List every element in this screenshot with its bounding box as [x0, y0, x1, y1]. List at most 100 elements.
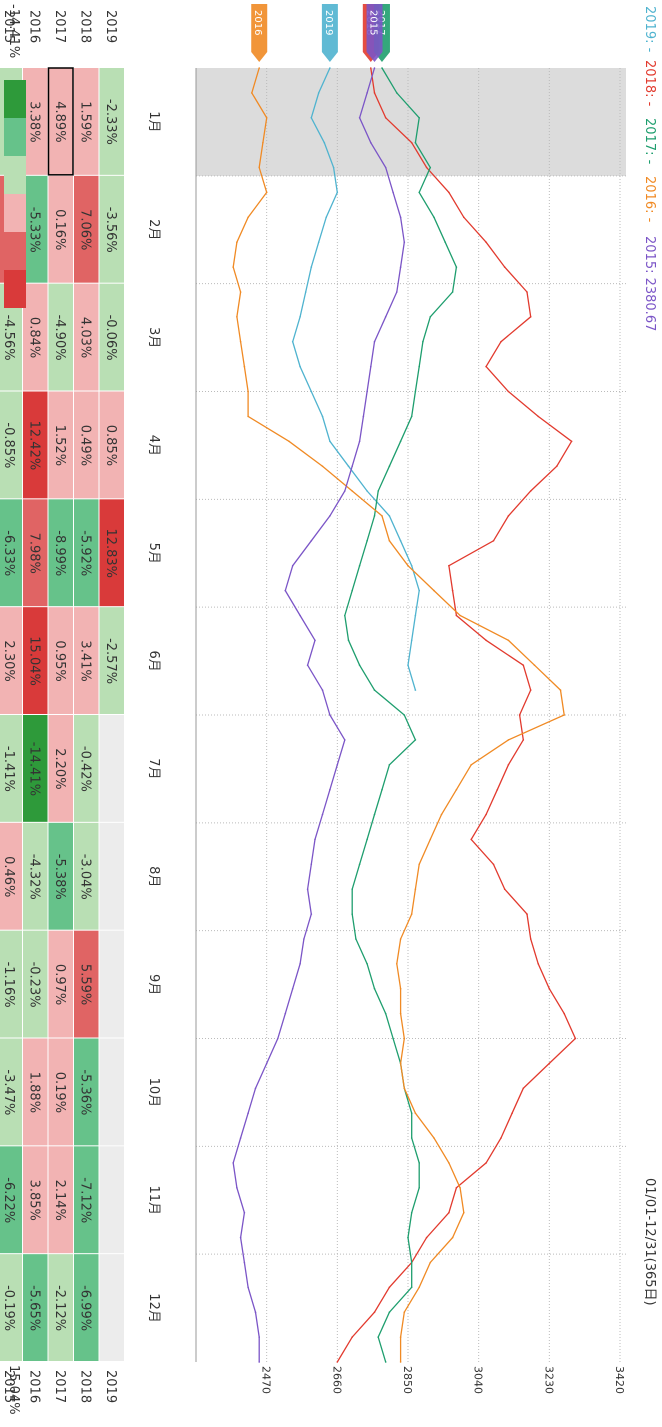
series-2015-point: [276, 1037, 279, 1040]
series-2017-point: [418, 1187, 420, 1189]
series-2017-point: [358, 664, 361, 667]
table-cell: [74, 1254, 99, 1361]
series-2015-point: [369, 141, 372, 144]
series-2017-point: [410, 1112, 413, 1114]
series-2015-point: [351, 465, 353, 468]
series-2017-point: [444, 241, 446, 243]
series-2019-point: [299, 365, 301, 368]
table-cell-value: 12.42%: [27, 421, 42, 471]
legend-2016: 2016: -: [642, 176, 657, 223]
table-cell: [48, 822, 73, 930]
series-2016-point: [399, 1062, 402, 1065]
series-2015-point: [321, 813, 324, 816]
series-2015-point: [258, 1336, 260, 1338]
gridlines: [195, 68, 626, 1362]
table-cell-value: -1.41%: [1, 746, 16, 792]
series-2017-point: [455, 266, 458, 268]
table-cell: [0, 1146, 22, 1254]
series-2017-point: [392, 1037, 394, 1040]
series-2019-point: [310, 117, 313, 119]
series-2015-point: [236, 1187, 238, 1189]
row-year-label-left: 2019: [103, 10, 118, 43]
end-marker-flag: [321, 4, 338, 62]
series-2019-point: [410, 564, 413, 567]
series-2015-point: [399, 266, 402, 268]
end-marker-2019: 2019: [321, 4, 338, 62]
table-cell-value: 0.85%: [103, 425, 118, 466]
series-2016-point: [414, 888, 417, 891]
table-cell-value: 7.98%: [27, 533, 42, 574]
series-2018-point: [522, 1087, 525, 1090]
row-year-label-left: 2015: [1, 10, 16, 43]
series-2018-point: [529, 938, 532, 940]
table-cell: [23, 1038, 48, 1146]
series-2015-point: [310, 540, 313, 542]
series-2019-line: [292, 67, 420, 691]
series-2016-point: [429, 1261, 432, 1264]
series-2015-point: [299, 614, 301, 617]
series-2019-point: [407, 664, 409, 667]
table-cell-value: 3.41%: [78, 640, 93, 681]
table-cell-value: 1.59%: [78, 101, 93, 142]
end-marker-flag: [366, 4, 383, 62]
series-2017-point: [414, 739, 417, 741]
series-2019-point: [299, 316, 301, 318]
table-cell: [99, 499, 124, 607]
y-tick-label: 2850: [401, 1366, 414, 1394]
table-cell: [48, 499, 73, 607]
table-cell-value: -0.19%: [1, 1285, 16, 1331]
series-2015-point: [239, 1236, 242, 1239]
series-2016-point: [399, 1361, 402, 1363]
series-2017-point: [410, 1261, 413, 1264]
series-2015-point: [403, 241, 406, 243]
table-cell: [48, 1038, 73, 1146]
series-2016-point: [250, 92, 253, 94]
series-2017-point: [410, 415, 413, 418]
series-2016-point: [351, 490, 353, 492]
series-2016-point: [429, 838, 432, 841]
table-cell-value: -2.33%: [103, 99, 118, 145]
series-2017-point: [373, 689, 376, 691]
table-cell-value: -5.33%: [27, 207, 42, 253]
table-cell: [23, 822, 48, 930]
series-2016-point: [559, 689, 562, 691]
scale-swatch: [4, 118, 26, 156]
series-2017-point: [388, 1311, 391, 1313]
series-2019-point: [325, 216, 327, 219]
series-2017-point: [381, 788, 383, 791]
table-cell-value: 12.83%: [103, 528, 118, 578]
series-2017-point: [418, 365, 420, 368]
series-2017-point: [388, 764, 391, 766]
table-cell-value: 0.84%: [27, 317, 42, 358]
series-2017-point: [373, 987, 376, 990]
series-2015-point: [232, 1162, 234, 1164]
series-2018-point: [503, 266, 506, 268]
end-marker-label: 2016: [252, 10, 263, 35]
series-2019-point: [366, 490, 368, 492]
table-cell-value: 0.19%: [52, 1072, 67, 1113]
table-cell-value: -7.12%: [78, 1177, 93, 1223]
series-2015-point: [306, 664, 309, 667]
series-2017-point: [418, 1162, 420, 1164]
table-cell: [23, 283, 48, 391]
series-2018-point: [448, 191, 450, 194]
table-cell: [74, 1146, 99, 1254]
row-year-label-right: 2016: [27, 1370, 42, 1403]
series-2018-point: [463, 216, 465, 219]
table-cell-value: 3.85%: [27, 1180, 42, 1221]
month-label: 7月: [146, 758, 161, 779]
series-2016-point: [243, 365, 246, 368]
series-2016-point: [451, 1236, 454, 1239]
series-2016-point: [247, 415, 249, 418]
series-2016-point: [459, 1187, 461, 1189]
table-cell: [23, 930, 48, 1038]
series-2016-point: [236, 316, 238, 318]
series-2017-point: [451, 291, 454, 293]
series-2017-point: [358, 564, 361, 567]
y-tick-label: 2660: [330, 1366, 343, 1394]
table-cell-value: 2.20%: [52, 748, 67, 789]
row-year-label-left: 2016: [27, 10, 42, 43]
table-cell-value: -5.65%: [27, 1285, 42, 1331]
table-cell-value: -5.38%: [52, 854, 67, 900]
